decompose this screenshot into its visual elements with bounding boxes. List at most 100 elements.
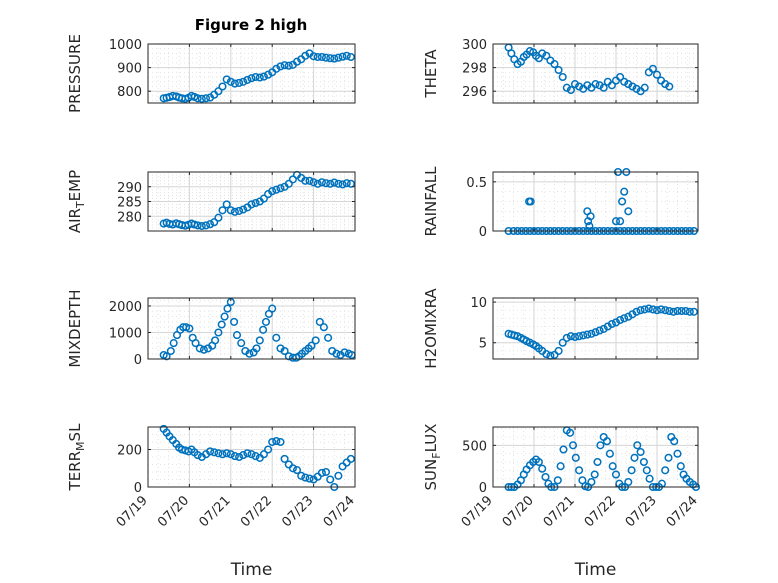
data-point bbox=[268, 187, 277, 196]
data-point bbox=[309, 178, 318, 187]
data-point bbox=[616, 315, 625, 325]
y-tick-label: 1000 bbox=[109, 326, 142, 341]
data-point bbox=[554, 65, 563, 75]
data-point bbox=[620, 77, 629, 86]
data-point bbox=[587, 329, 596, 338]
data-point bbox=[640, 305, 649, 314]
data-point bbox=[616, 217, 625, 226]
data-point bbox=[276, 184, 285, 193]
data-point bbox=[538, 49, 547, 58]
data-point bbox=[585, 222, 594, 231]
data-point bbox=[190, 220, 199, 229]
data-point bbox=[338, 180, 347, 189]
data-point bbox=[255, 73, 264, 82]
data-point bbox=[575, 82, 584, 91]
data-point bbox=[586, 212, 595, 221]
data-point bbox=[338, 462, 347, 471]
y-tick-label: 280 bbox=[117, 210, 142, 225]
data-point bbox=[235, 206, 244, 215]
data-point bbox=[193, 451, 202, 460]
data-point bbox=[541, 472, 550, 482]
y-tick-label: 900 bbox=[117, 62, 142, 77]
y-axis-label: H2OMIXRA bbox=[422, 288, 440, 369]
data-point bbox=[214, 328, 223, 337]
data-point bbox=[583, 81, 592, 90]
data-point bbox=[251, 72, 260, 82]
data-point bbox=[222, 75, 231, 84]
y-axis-label: MIXDEPTH bbox=[66, 289, 84, 367]
data-point bbox=[321, 179, 331, 188]
subplot-6: 5 10 H2OMIXRA bbox=[422, 288, 699, 369]
data-point bbox=[223, 304, 232, 313]
x-tick-label: 07/20 bbox=[500, 493, 537, 530]
data-point bbox=[210, 448, 219, 457]
data-point bbox=[636, 306, 645, 315]
data-point bbox=[226, 206, 235, 215]
data-point bbox=[607, 81, 616, 90]
data-point bbox=[644, 304, 653, 313]
data-point bbox=[321, 467, 331, 477]
data-point bbox=[301, 473, 310, 482]
y-tick-label: 2000 bbox=[109, 300, 142, 315]
y-tick-label: 500 bbox=[462, 439, 487, 454]
data-point bbox=[627, 466, 636, 475]
data-point bbox=[645, 474, 654, 483]
data-point bbox=[214, 213, 223, 222]
data-point bbox=[624, 477, 633, 487]
data-point bbox=[595, 81, 604, 90]
data-point bbox=[301, 176, 310, 185]
data-point bbox=[251, 198, 260, 208]
y-axis-label: AIRTEMP bbox=[66, 170, 87, 233]
data-point bbox=[326, 179, 335, 188]
data-point bbox=[317, 52, 326, 62]
subplot-2: 296 298 300 THETA bbox=[422, 38, 699, 104]
data-point bbox=[210, 218, 219, 227]
data-point bbox=[330, 54, 339, 63]
data-point bbox=[166, 346, 175, 356]
y-tick-label: 296 bbox=[462, 85, 487, 100]
data-point bbox=[247, 74, 256, 83]
data-point bbox=[661, 80, 670, 89]
data-point bbox=[193, 221, 202, 230]
y-tick-label: 298 bbox=[462, 62, 487, 77]
data-point bbox=[630, 453, 639, 462]
subplot-5: 0 1000 2000 MIXDEPTH bbox=[66, 289, 356, 368]
data-point bbox=[206, 220, 215, 229]
data-point bbox=[648, 305, 657, 314]
data-point bbox=[689, 307, 698, 316]
data-point bbox=[346, 179, 355, 188]
data-point bbox=[657, 305, 666, 314]
data-point bbox=[575, 466, 584, 475]
data-point bbox=[201, 94, 211, 103]
data-point bbox=[632, 307, 641, 316]
data-point bbox=[542, 350, 551, 359]
axes-frame bbox=[492, 426, 699, 488]
data-point bbox=[226, 77, 235, 86]
data-point bbox=[235, 452, 244, 462]
data-point bbox=[247, 200, 256, 209]
data-point bbox=[628, 82, 637, 91]
data-point bbox=[332, 349, 341, 358]
axes-frame bbox=[492, 297, 699, 360]
data-point bbox=[264, 70, 273, 79]
data-point bbox=[677, 306, 686, 316]
data-point bbox=[558, 72, 567, 82]
data-point bbox=[676, 462, 685, 471]
data-point bbox=[222, 200, 231, 209]
data-point bbox=[315, 317, 324, 326]
data-point bbox=[334, 53, 343, 62]
data-point bbox=[259, 194, 268, 203]
data-point bbox=[664, 453, 673, 462]
y-tick-label: 300 bbox=[462, 38, 487, 53]
data-point bbox=[575, 332, 584, 341]
data-point bbox=[317, 178, 326, 187]
data-point bbox=[288, 464, 297, 473]
data-point bbox=[596, 441, 605, 450]
data-point bbox=[670, 437, 679, 446]
data-point bbox=[261, 317, 271, 326]
data-point bbox=[624, 312, 633, 321]
data-point bbox=[239, 205, 248, 214]
data-point bbox=[607, 319, 616, 329]
